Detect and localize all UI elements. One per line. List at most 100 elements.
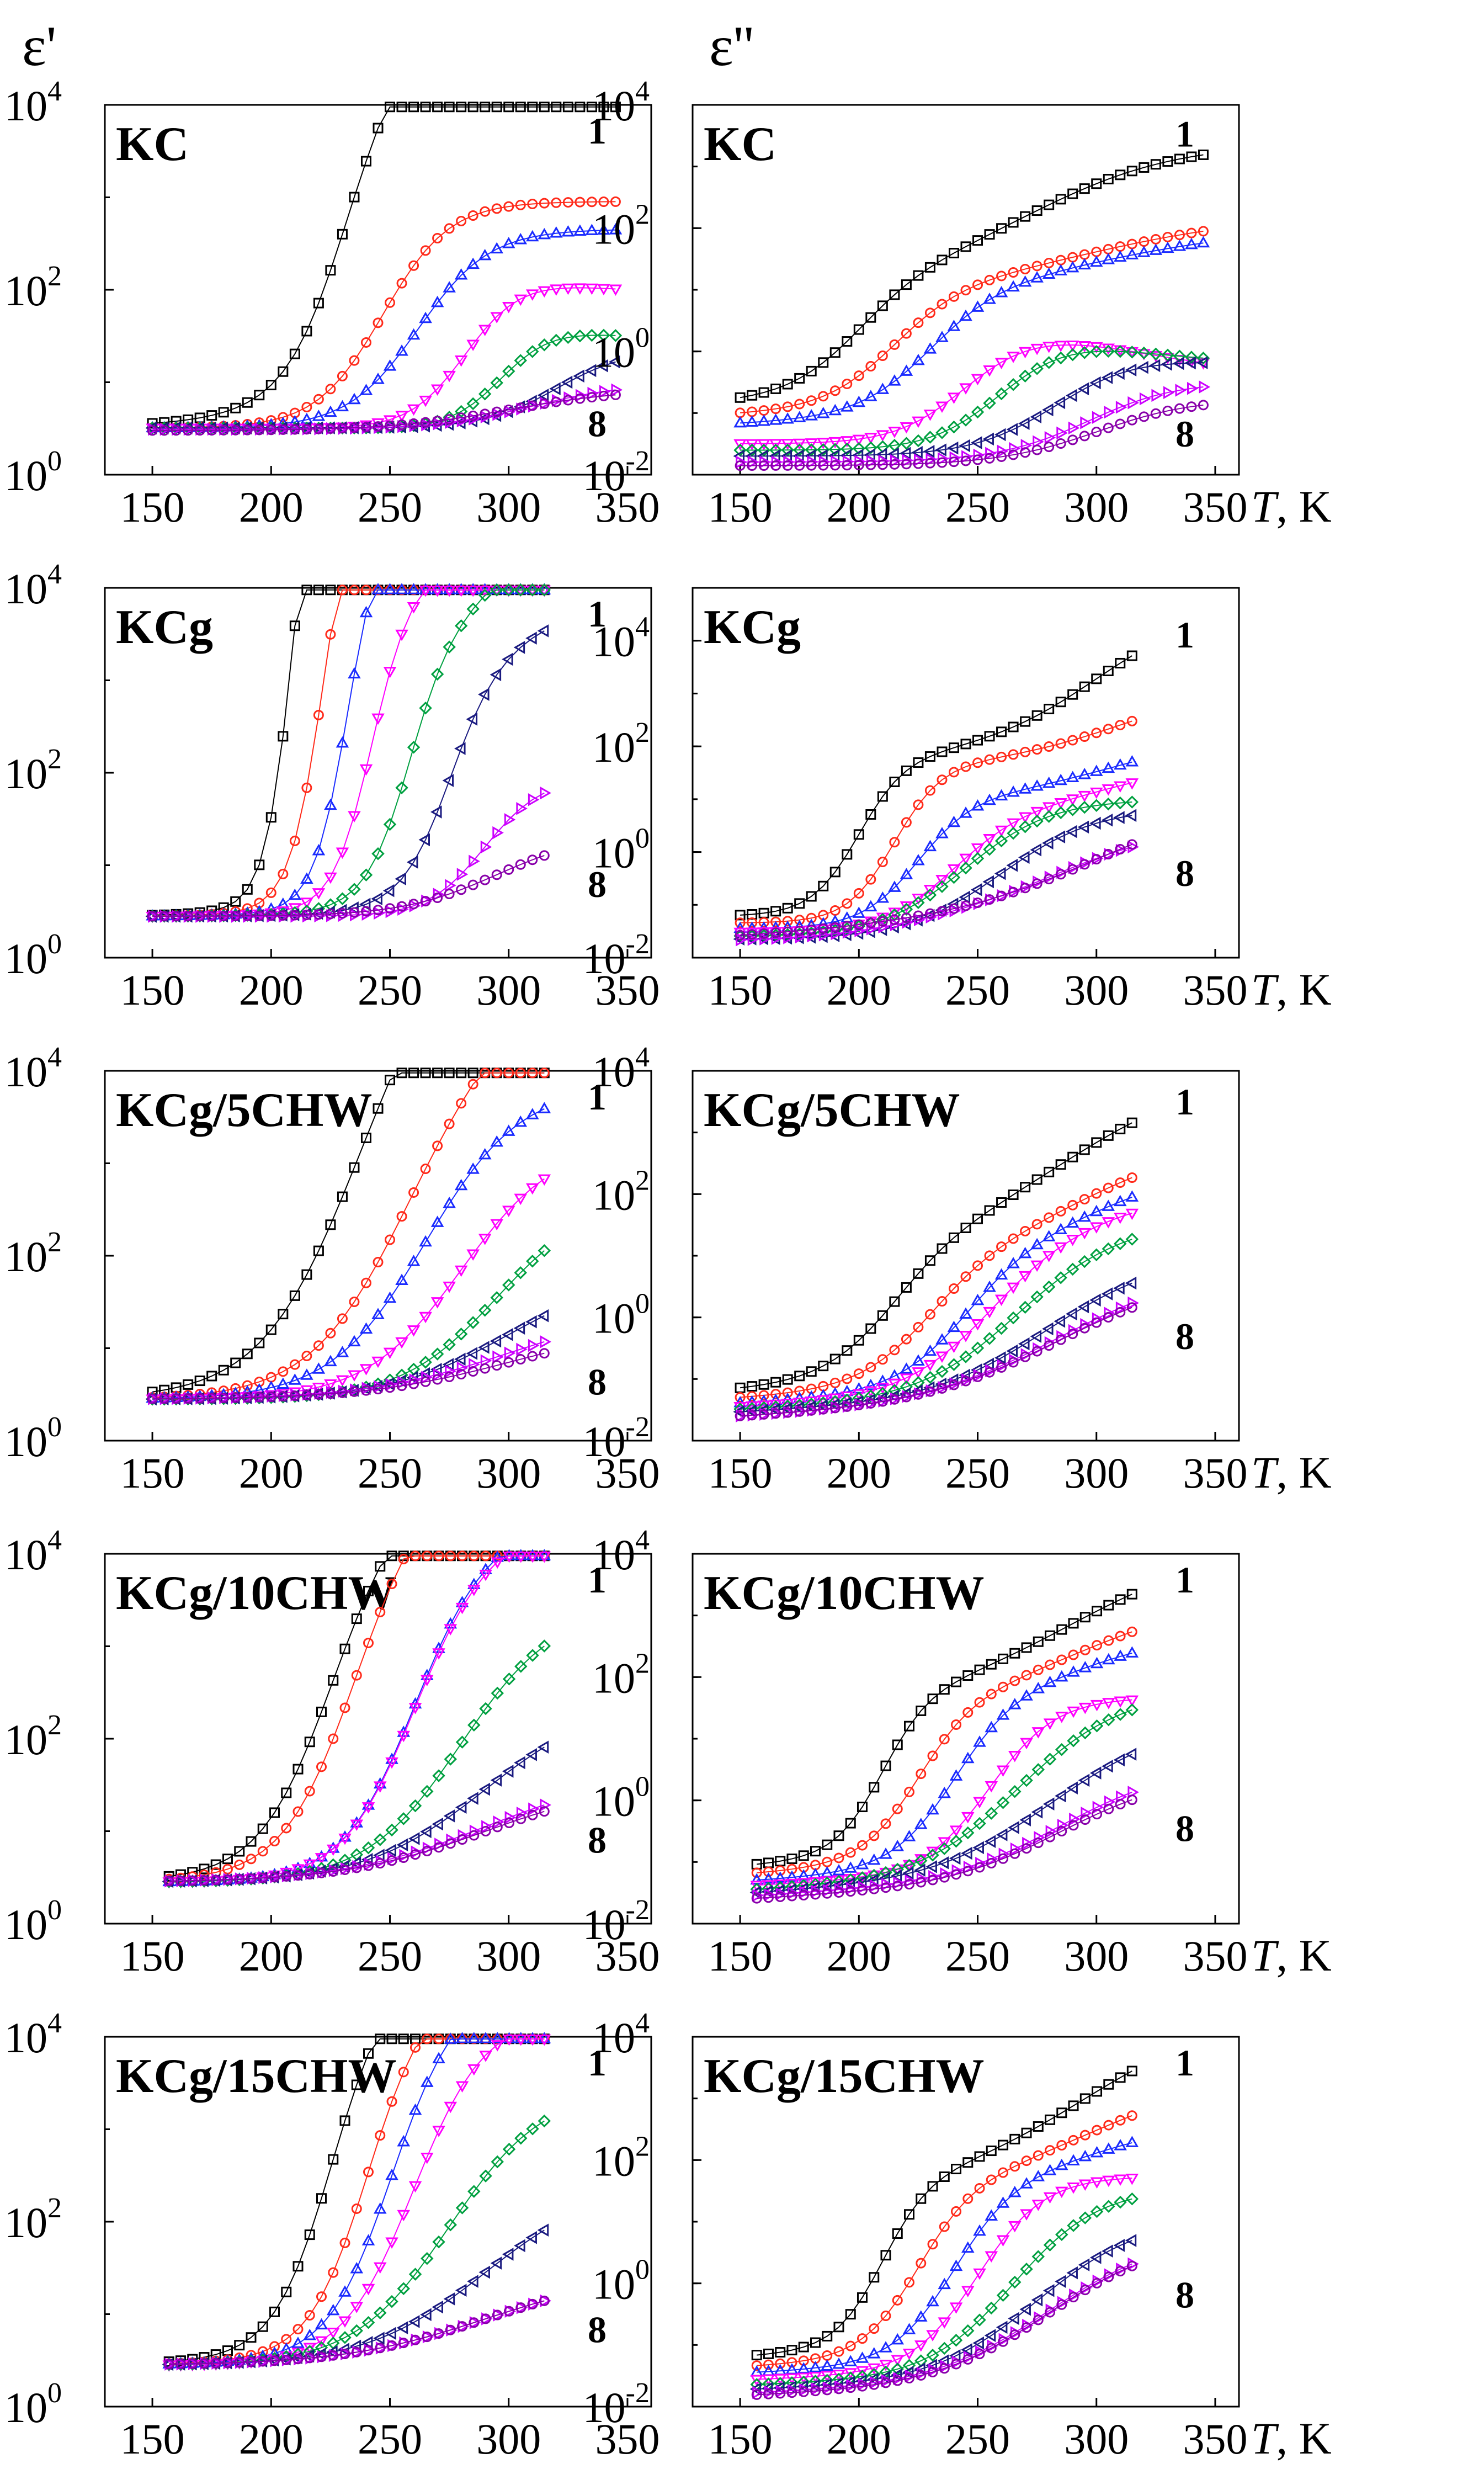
data-point	[855, 2374, 867, 2388]
data-point	[959, 806, 972, 818]
data-point	[278, 910, 289, 921]
data-point	[1042, 2284, 1055, 2297]
data-point	[281, 1787, 292, 1798]
data-point	[573, 224, 587, 236]
data-point	[986, 1858, 997, 1869]
curve-label-last: 8	[1176, 2274, 1194, 2316]
data-point	[218, 407, 229, 418]
data-point	[1020, 716, 1031, 727]
y-tick-exponent: 2	[47, 261, 62, 292]
data-point	[348, 392, 361, 405]
x-tick-label: 200	[827, 1932, 891, 1980]
data-point	[923, 342, 937, 354]
data-point	[456, 1369, 467, 1380]
data-point	[349, 907, 360, 918]
data-point	[1033, 2150, 1044, 2161]
data-point	[1033, 2314, 1044, 2325]
data-point	[469, 1551, 480, 1562]
data-point	[866, 1396, 878, 1410]
y-tick-base: 10	[592, 1531, 635, 1579]
data-point	[1008, 267, 1019, 278]
data-point	[246, 1854, 257, 1865]
data-point	[735, 392, 746, 403]
data-point	[265, 1391, 276, 1402]
x-tick-label: 300	[1064, 1449, 1129, 1497]
data-point	[525, 1183, 539, 1195]
data-point	[996, 1708, 1010, 1720]
data-point	[923, 1360, 937, 1372]
data-point	[901, 1334, 912, 1345]
data-point	[1067, 2219, 1080, 2232]
data-point	[360, 585, 371, 596]
data-point	[1054, 773, 1067, 785]
data-point	[865, 917, 876, 928]
data-point	[419, 585, 432, 597]
data-point	[923, 1371, 937, 1384]
data-point	[1055, 1334, 1066, 1345]
data-point	[939, 2171, 950, 2182]
data-point	[927, 1875, 938, 1886]
data-point	[385, 2327, 396, 2340]
data-point	[947, 1358, 961, 1371]
data-point	[1078, 2258, 1090, 2271]
data-point	[1008, 1821, 1019, 1834]
data-point	[410, 2334, 421, 2345]
data-point	[1092, 1606, 1103, 1617]
data-point	[1125, 346, 1139, 359]
data-point	[973, 1735, 986, 1747]
data-point	[996, 270, 1007, 282]
data-point	[433, 2033, 444, 2045]
data-point	[937, 254, 948, 266]
data-point	[432, 102, 443, 113]
data-point	[420, 1376, 431, 1387]
data-point	[736, 933, 747, 947]
data-point	[504, 2306, 515, 2317]
data-point	[1067, 735, 1078, 746]
data-point	[878, 920, 890, 934]
y-tick-exponent: 0	[635, 322, 650, 354]
data-point	[514, 1660, 528, 1673]
x-tick-label: 350	[1183, 483, 1247, 531]
data-point	[303, 2329, 317, 2340]
data-point	[888, 427, 901, 438]
data-point	[770, 403, 781, 415]
data-point	[222, 2357, 233, 2369]
data-point	[857, 2381, 868, 2392]
data-point	[502, 585, 515, 597]
data-point	[986, 2146, 997, 2157]
data-point	[1148, 359, 1161, 373]
data-point	[1008, 1750, 1022, 1762]
series-line	[740, 404, 1204, 466]
data-point	[454, 355, 468, 367]
data-point	[961, 1812, 975, 1824]
data-point	[900, 437, 913, 450]
data-point	[159, 1393, 170, 1404]
data-point	[504, 1817, 515, 1828]
data-point	[923, 1344, 937, 1356]
data-point	[230, 1392, 241, 1403]
data-point	[526, 1255, 539, 1268]
data-point	[1089, 816, 1101, 830]
data-point	[1115, 1307, 1126, 1318]
panel-title: KC	[704, 118, 776, 171]
data-point	[360, 906, 371, 917]
data-point	[408, 2103, 422, 2115]
data-point	[901, 817, 912, 828]
data-point	[1103, 666, 1114, 677]
data-point	[443, 585, 456, 597]
y-tick-base: 10	[583, 934, 626, 983]
data-point	[526, 1649, 539, 1662]
data-point	[924, 1309, 935, 1320]
data-point	[832, 2357, 845, 2369]
series-2	[147, 196, 621, 433]
data-point	[1054, 806, 1067, 820]
data-point	[749, 2382, 762, 2396]
data-point	[794, 898, 805, 909]
data-point	[961, 2241, 975, 2253]
data-point	[433, 1842, 444, 1853]
data-point	[315, 2318, 328, 2330]
data-point	[818, 1404, 829, 1415]
data-point	[278, 868, 289, 879]
data-point	[1043, 2238, 1057, 2252]
series-1	[751, 1589, 1137, 1870]
